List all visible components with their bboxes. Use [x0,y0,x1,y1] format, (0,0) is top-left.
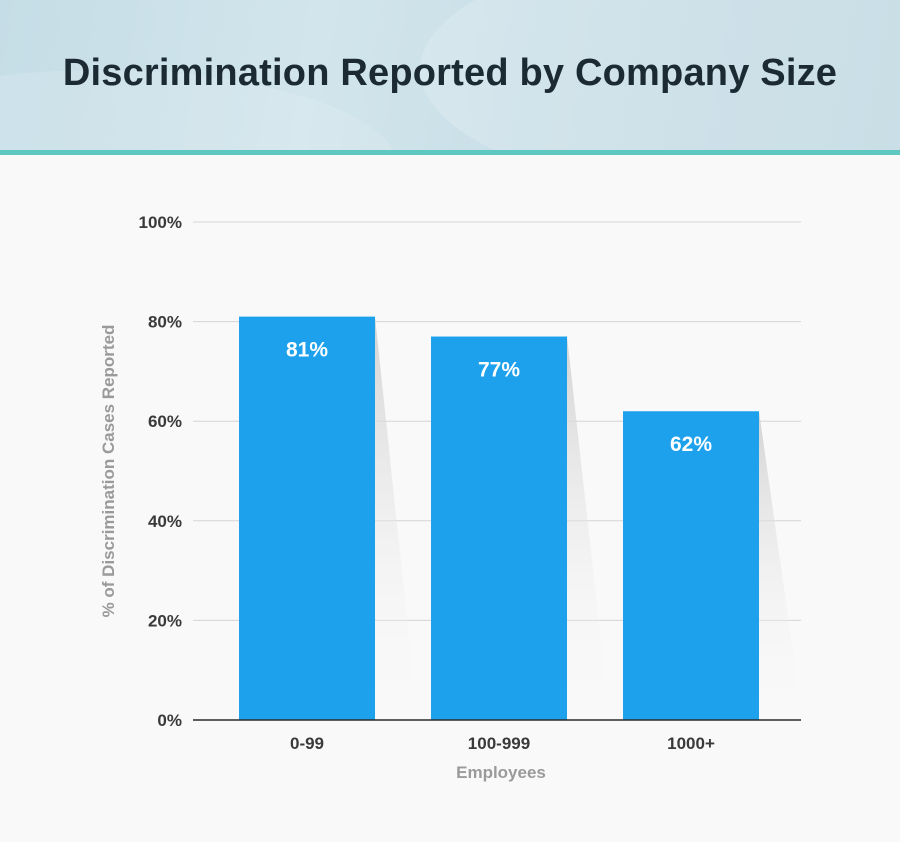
y-tick-label: 40% [148,512,182,531]
chart-title: Discrimination Reported by Company Size [62,52,838,94]
y-tick-label: 60% [148,412,182,431]
header-banner: Discrimination Reported by Company Size [0,0,900,150]
bar-0-99 [239,316,375,720]
bar-value-label: 62% [670,433,712,456]
x-axis-title: Employees [456,763,546,782]
y-tick-label: 0% [157,711,182,730]
x-tick-label: 0-99 [290,734,324,753]
y-tick-label: 80% [148,313,182,332]
header-decoration [420,0,900,150]
x-tick-label: 100-999 [468,734,530,753]
bar-shadow [759,411,799,720]
y-tick-label: 100% [139,213,182,232]
bar-shadow [567,336,607,720]
y-axis-title: % of Discrimination Cases Reported [99,325,118,618]
bar-shadow [375,316,415,720]
bar-100-999 [431,336,567,720]
bar-value-label: 81% [286,339,328,362]
bar-value-label: 77% [478,359,520,382]
bar-1000+ [623,411,759,720]
x-tick-label: 1000+ [667,734,715,753]
header-accent-line [0,150,900,155]
y-tick-label: 20% [148,611,182,630]
